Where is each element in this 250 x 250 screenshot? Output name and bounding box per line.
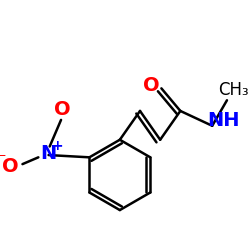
Text: CH₃: CH₃ (218, 81, 249, 99)
Text: O: O (2, 157, 19, 176)
Text: O: O (143, 76, 160, 95)
Text: N: N (40, 144, 57, 164)
Text: +: + (51, 138, 63, 152)
Text: O: O (54, 100, 70, 119)
Text: ⁻: ⁻ (0, 151, 6, 165)
Text: NH: NH (207, 111, 239, 130)
